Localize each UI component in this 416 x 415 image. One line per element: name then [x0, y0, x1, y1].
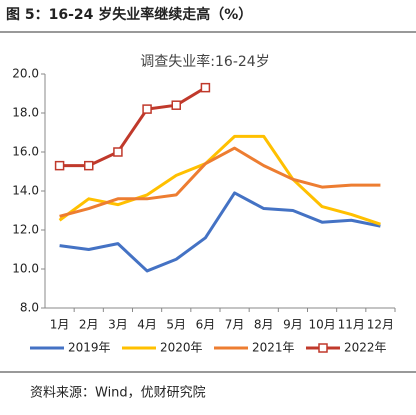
x-tick-label: 4月 [137, 318, 157, 332]
x-tick-label: 9月 [283, 318, 303, 332]
y-tick-label: 12.0 [12, 223, 39, 237]
legend-label: 2022年 [344, 341, 387, 355]
y-tick-label: 16.0 [12, 145, 39, 159]
source: 资料来源：Wind，优财研究院 [30, 386, 206, 401]
x-tick-label: 1月 [50, 318, 70, 332]
x-tick-label: 10月 [308, 318, 335, 332]
header: 图 5：16-24 岁失业率继续走高（%） [6, 6, 252, 23]
y-tick-label: 14.0 [12, 184, 39, 198]
series-line [58, 134, 381, 226]
point-marker [54, 160, 65, 171]
point-marker [84, 160, 94, 171]
x-tick-label: 7月 [225, 318, 245, 332]
legend-label: 2020年 [160, 341, 203, 355]
series-line [59, 86, 207, 168]
legend-marker [318, 343, 328, 353]
series-line [59, 191, 381, 273]
legend-label: 2021年 [252, 341, 295, 355]
x-tick-label: 3月 [108, 318, 128, 332]
x-tick-label: 8月 [254, 318, 274, 332]
x-tick-label: 11月 [338, 318, 365, 332]
x-tick-label: 5月 [166, 318, 186, 332]
point-marker [171, 100, 181, 110]
point-marker [200, 82, 211, 93]
x-tick-label: 6月 [196, 318, 216, 332]
x-tick-label: 12月 [367, 318, 394, 332]
y-tick-label: 10.0 [12, 262, 39, 276]
y-tick-label: 18.0 [12, 106, 39, 120]
point-marker [113, 147, 123, 157]
legend-label: 2019年 [68, 341, 111, 355]
y-tick-label: 20.0 [12, 67, 39, 81]
point-marker [142, 104, 152, 114]
y-tick-label: 8.0 [20, 301, 39, 315]
series-line [59, 146, 381, 218]
chart-title: 调查失业率:16-24岁 [140, 53, 269, 70]
x-tick-label: 2月 [79, 318, 99, 332]
